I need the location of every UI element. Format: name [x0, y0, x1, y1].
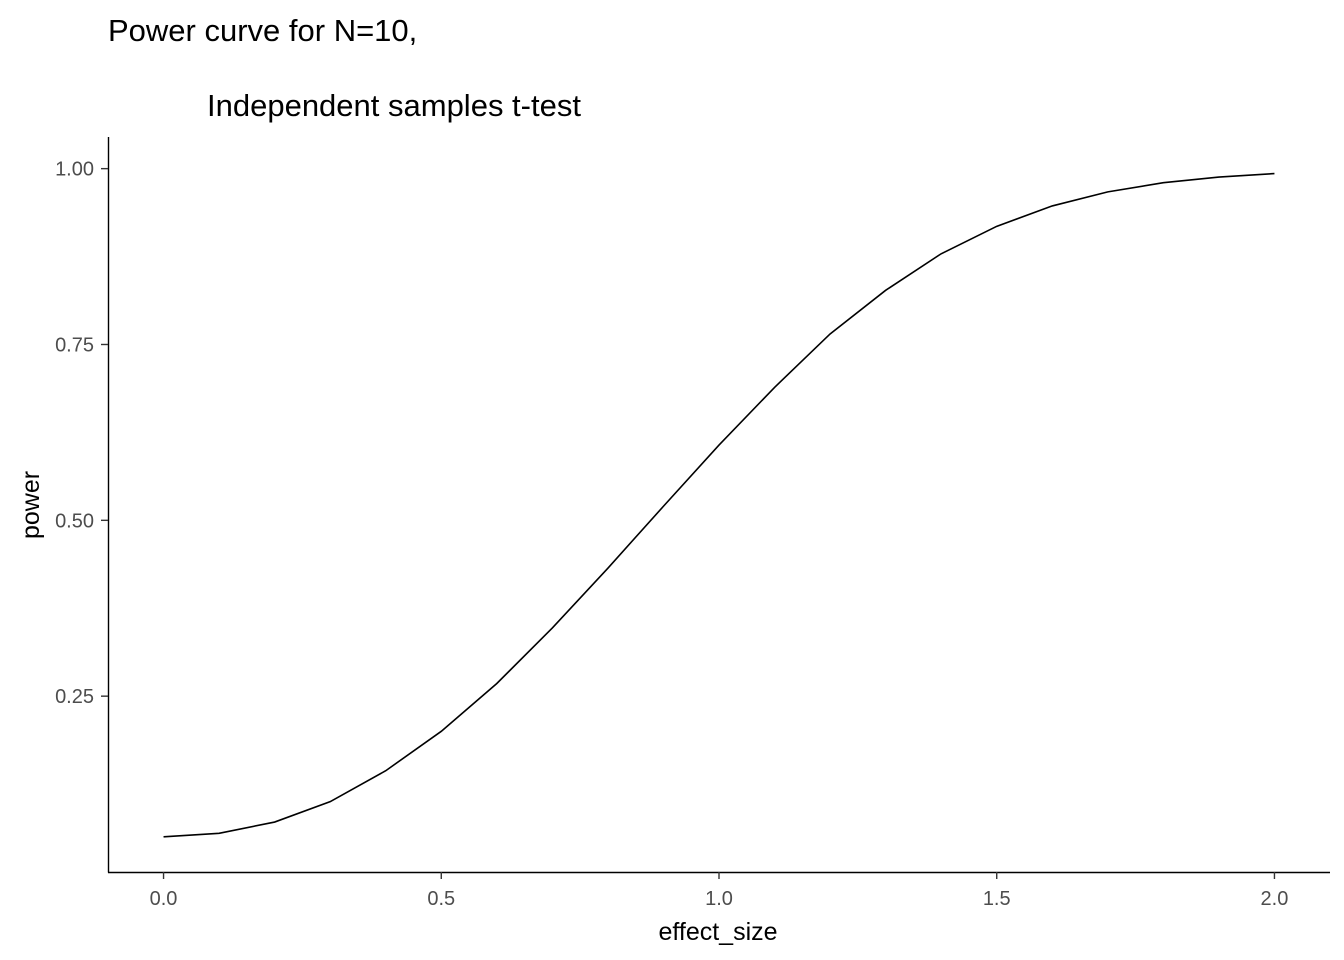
y-axis-title: power	[17, 471, 45, 539]
x-axis-title: effect_size	[658, 918, 777, 946]
chart-subtitle: Independent samples t-test	[207, 88, 581, 123]
x-tick-label: 0.0	[150, 888, 178, 910]
y-tick-label: 0.25	[55, 686, 94, 708]
y-tick-label: 1.00	[55, 159, 94, 181]
y-tick-label: 0.75	[55, 334, 94, 356]
plot-area	[163, 172, 1275, 838]
power-series-line	[163, 172, 1275, 838]
y-tick-label: 0.50	[55, 510, 94, 532]
x-tick-label: 1.5	[983, 888, 1011, 910]
y-axis-ticks: 0.25 0.50 0.75 1.00	[55, 159, 108, 708]
x-tick-label: 1.0	[705, 888, 733, 910]
x-tick-label: 0.5	[427, 888, 455, 910]
chart-title: Power curve for N=10,	[108, 13, 417, 48]
x-tick-label: 2.0	[1261, 888, 1289, 910]
x-axis-ticks: 0.0 0.5 1.0 1.5 2.0	[150, 872, 1289, 910]
